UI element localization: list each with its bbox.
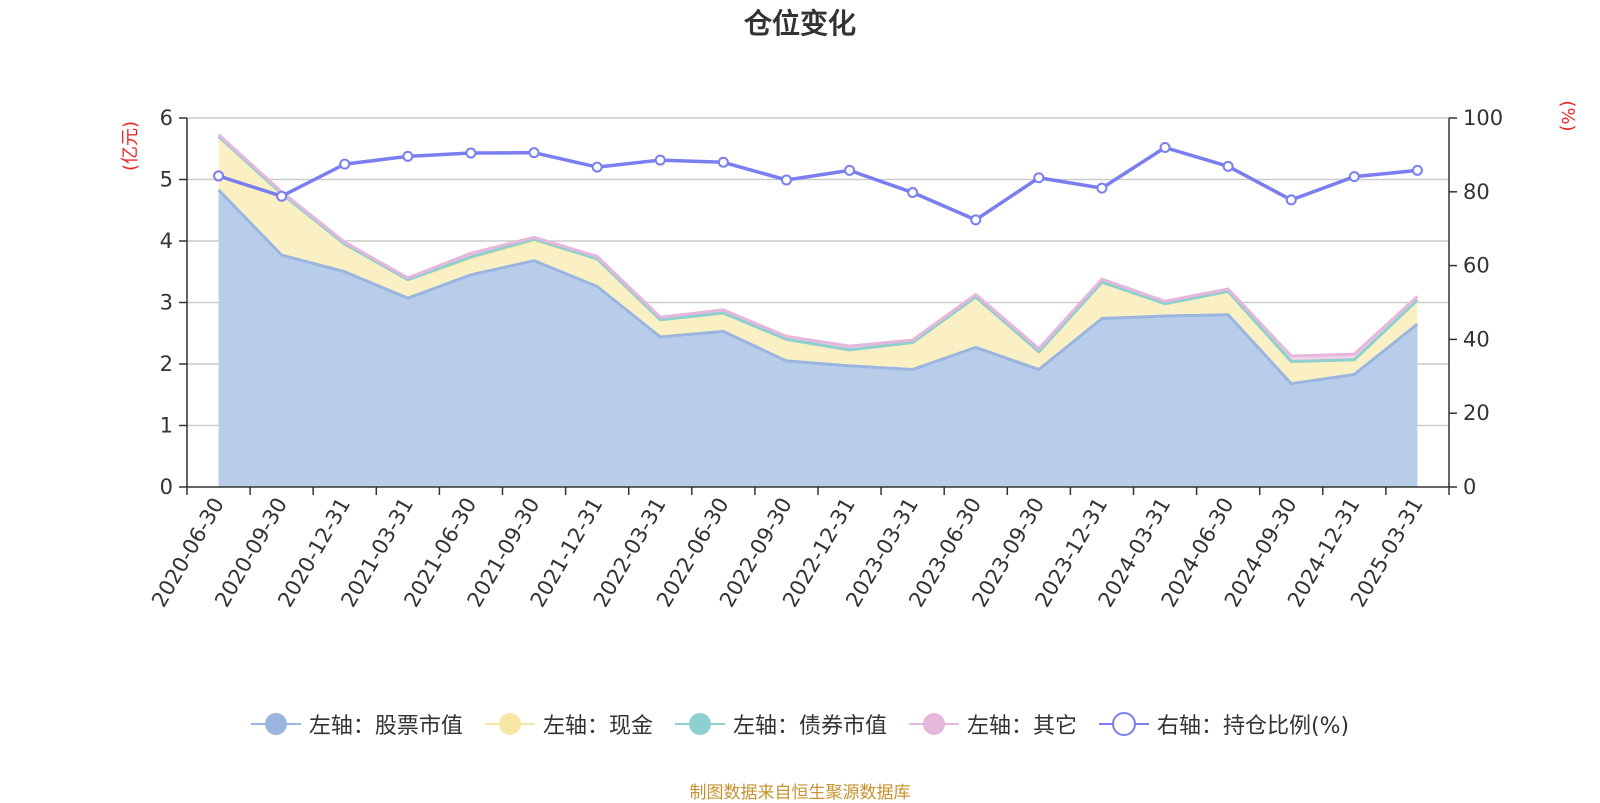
y-left-axis-label: (亿元)	[120, 121, 141, 171]
line-左轴：股票市值	[217, 188, 1419, 386]
ratio-point	[717, 156, 729, 168]
y-left-tick-label: 0	[160, 475, 173, 499]
line-左轴：其它	[217, 133, 1419, 358]
legend-label: 左轴：债券市值	[732, 714, 887, 739]
legend-label: 左轴：股票市值	[308, 714, 463, 739]
legend-marker-icon	[674, 713, 725, 735]
ratio-point	[276, 190, 288, 202]
ratio-points	[213, 142, 1423, 226]
y-right-tick-label: 0	[1463, 475, 1476, 499]
area-左轴：股票市值	[218, 189, 1418, 487]
y-left-tick-label: 4	[160, 229, 173, 253]
ratio-point	[1411, 164, 1423, 176]
chart-title: 仓位变化	[743, 7, 856, 40]
ratio-point	[402, 150, 414, 162]
y-left-tick-label: 2	[160, 352, 173, 376]
y-right-tick-label: 20	[1463, 401, 1490, 425]
y-right-tick-label: 100	[1463, 106, 1503, 130]
legend-item[interactable]: 左轴：其它	[908, 708, 1077, 740]
ratio-point	[591, 161, 603, 173]
legend-label: 左轴：其它	[966, 714, 1077, 739]
line-左轴：债券市值	[217, 135, 1419, 364]
ratio-point	[780, 174, 792, 186]
y-left-tick-label: 1	[160, 414, 173, 438]
ratio-point	[844, 164, 856, 176]
ratio-point	[970, 214, 982, 226]
ratio-point	[1348, 171, 1360, 183]
ratio-point	[1033, 172, 1045, 184]
legend-item[interactable]: 右轴：持仓比例(%)	[1098, 708, 1350, 740]
legend-marker-icon	[908, 713, 959, 735]
position-chart: 01234560204060801002020-06-302020-09-302…	[120, 100, 1578, 611]
legend-item[interactable]: 左轴：股票市值	[250, 708, 463, 740]
ratio-point	[1096, 182, 1108, 194]
ratio-point	[465, 147, 477, 159]
legend-item[interactable]: 左轴：现金	[484, 708, 653, 740]
data-source-note: 制图数据来自恒生聚源数据库	[689, 783, 911, 803]
ratio-point	[907, 187, 919, 199]
legend-label: 右轴：持仓比例(%)	[1156, 714, 1350, 739]
legend: 左轴：股票市值 左轴：现金 左轴：债券市值 左轴：其它 右轴：持仓比例(%)	[0, 704, 1600, 744]
legend-label: 左轴：现金	[542, 714, 653, 739]
series-lines	[217, 133, 1419, 386]
legend-item[interactable]: 左轴：债券市值	[674, 708, 887, 740]
ratio-point	[654, 154, 666, 166]
ratio-point	[1222, 160, 1234, 172]
y-right-tick-label: 80	[1463, 180, 1490, 204]
stacked-areas	[218, 134, 1418, 487]
ratio-point	[528, 147, 540, 159]
y-left-tick-label: 3	[160, 291, 173, 315]
legend-marker-icon	[1098, 712, 1149, 736]
ratio-point	[213, 170, 225, 182]
legend-marker-icon	[250, 713, 301, 735]
ratio-point	[339, 158, 351, 170]
y-right-tick-label: 60	[1463, 254, 1490, 278]
ratio-point	[1159, 142, 1171, 154]
line-ratio	[218, 145, 1418, 222]
legend-marker-icon	[484, 713, 535, 735]
y-left-tick-label: 5	[160, 168, 173, 192]
ratio-point	[1285, 194, 1297, 206]
y-right-tick-label: 40	[1463, 327, 1490, 351]
y-right-axis-label: (%)	[1557, 100, 1578, 131]
y-left-tick-label: 6	[160, 106, 173, 130]
